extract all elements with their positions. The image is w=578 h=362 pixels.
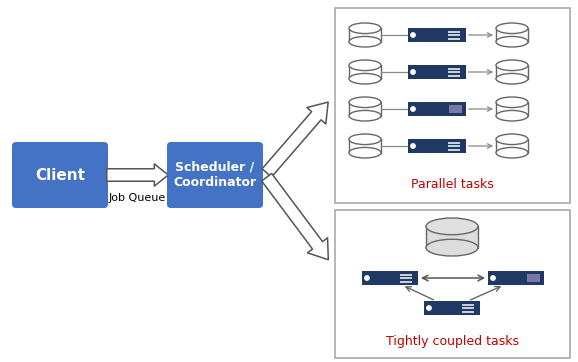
Text: Tightly coupled tasks: Tightly coupled tasks xyxy=(386,336,519,349)
Ellipse shape xyxy=(496,37,528,47)
Ellipse shape xyxy=(496,147,528,158)
Circle shape xyxy=(411,33,415,37)
Text: Client: Client xyxy=(35,168,85,182)
Bar xyxy=(408,139,466,153)
FancyBboxPatch shape xyxy=(167,142,263,208)
Bar xyxy=(408,65,466,79)
Circle shape xyxy=(365,276,369,280)
Circle shape xyxy=(491,276,495,280)
Bar xyxy=(335,210,570,358)
Ellipse shape xyxy=(349,73,381,84)
Ellipse shape xyxy=(496,73,528,84)
Bar xyxy=(496,139,528,153)
Ellipse shape xyxy=(496,134,528,144)
Bar xyxy=(349,139,381,153)
Ellipse shape xyxy=(349,60,381,71)
Bar xyxy=(408,28,466,42)
Bar xyxy=(426,226,478,248)
Ellipse shape xyxy=(496,97,528,108)
Bar xyxy=(527,274,540,282)
Ellipse shape xyxy=(426,239,478,256)
Text: Parallel tasks: Parallel tasks xyxy=(411,178,494,191)
Ellipse shape xyxy=(349,97,381,108)
Ellipse shape xyxy=(496,23,528,34)
Circle shape xyxy=(411,107,415,111)
Ellipse shape xyxy=(496,60,528,71)
Ellipse shape xyxy=(349,110,381,121)
Ellipse shape xyxy=(426,218,478,235)
Bar xyxy=(488,271,544,285)
Bar xyxy=(349,102,381,116)
Ellipse shape xyxy=(349,37,381,47)
Ellipse shape xyxy=(349,134,381,144)
Bar xyxy=(349,65,381,79)
Bar xyxy=(335,8,570,203)
Bar xyxy=(496,65,528,79)
Text: Job Queue: Job Queue xyxy=(109,193,166,203)
FancyBboxPatch shape xyxy=(12,142,108,208)
Ellipse shape xyxy=(496,110,528,121)
FancyArrowPatch shape xyxy=(107,164,168,186)
Circle shape xyxy=(427,306,431,310)
Bar xyxy=(408,102,466,116)
Bar xyxy=(449,105,462,113)
Circle shape xyxy=(411,144,415,148)
Bar xyxy=(349,28,381,42)
Bar xyxy=(424,301,480,315)
Bar xyxy=(496,28,528,42)
Bar xyxy=(496,102,528,116)
Text: Scheduler /
Coordinator: Scheduler / Coordinator xyxy=(173,161,257,189)
Bar xyxy=(362,271,418,285)
FancyArrowPatch shape xyxy=(262,173,328,260)
Ellipse shape xyxy=(349,147,381,158)
Circle shape xyxy=(411,70,415,74)
FancyArrowPatch shape xyxy=(262,102,328,177)
Ellipse shape xyxy=(349,23,381,34)
